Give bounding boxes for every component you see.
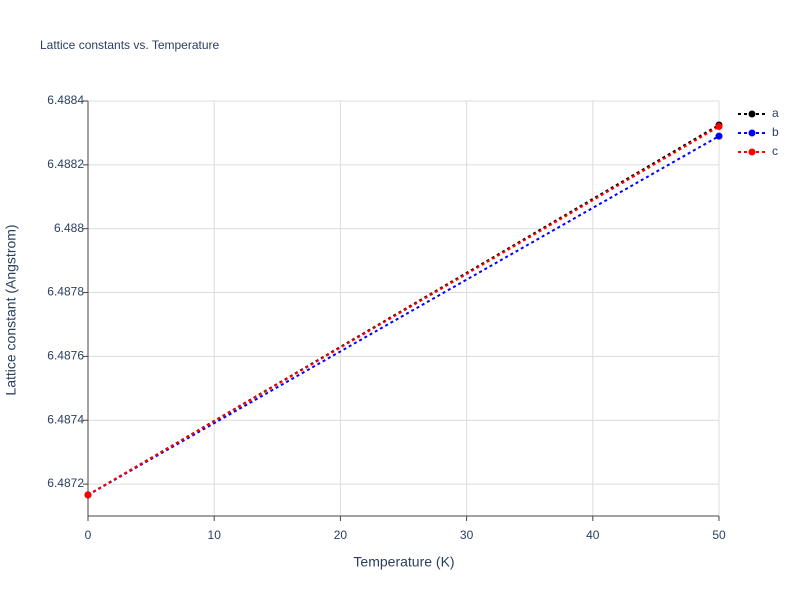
legend-label: b bbox=[772, 125, 779, 139]
y-tick-label: 6.4882 bbox=[47, 157, 84, 171]
x-tick-label: 0 bbox=[85, 528, 92, 542]
legend-marker bbox=[748, 129, 756, 137]
data-point bbox=[715, 132, 723, 140]
x-tick-label: 40 bbox=[586, 528, 600, 542]
chart-title: Lattice constants vs. Temperature bbox=[40, 38, 220, 52]
legend-label: c bbox=[772, 144, 778, 158]
y-tick-label: 6.4884 bbox=[47, 93, 84, 107]
legend-label: a bbox=[772, 106, 779, 120]
x-tick-label: 50 bbox=[712, 528, 726, 542]
y-tick-label: 6.4878 bbox=[47, 285, 84, 299]
series-line bbox=[87, 125, 720, 496]
y-tick-label: 6.4874 bbox=[47, 412, 84, 426]
legend-marker bbox=[748, 148, 756, 156]
x-axis-label: Temperature (K) bbox=[353, 554, 454, 570]
data-point bbox=[715, 123, 723, 131]
x-tick-label: 20 bbox=[334, 528, 348, 542]
legend-marker bbox=[748, 110, 756, 118]
y-axis-label: Lattice constant (Angstrom) bbox=[3, 224, 19, 395]
data-point bbox=[84, 491, 92, 499]
y-tick-label: 6.4876 bbox=[47, 349, 84, 363]
y-tick-label: 6.4872 bbox=[47, 476, 84, 490]
series-line bbox=[87, 135, 720, 496]
y-tick-label: 6.488 bbox=[54, 221, 84, 235]
x-tick-label: 10 bbox=[208, 528, 222, 542]
x-tick-label: 30 bbox=[460, 528, 474, 542]
